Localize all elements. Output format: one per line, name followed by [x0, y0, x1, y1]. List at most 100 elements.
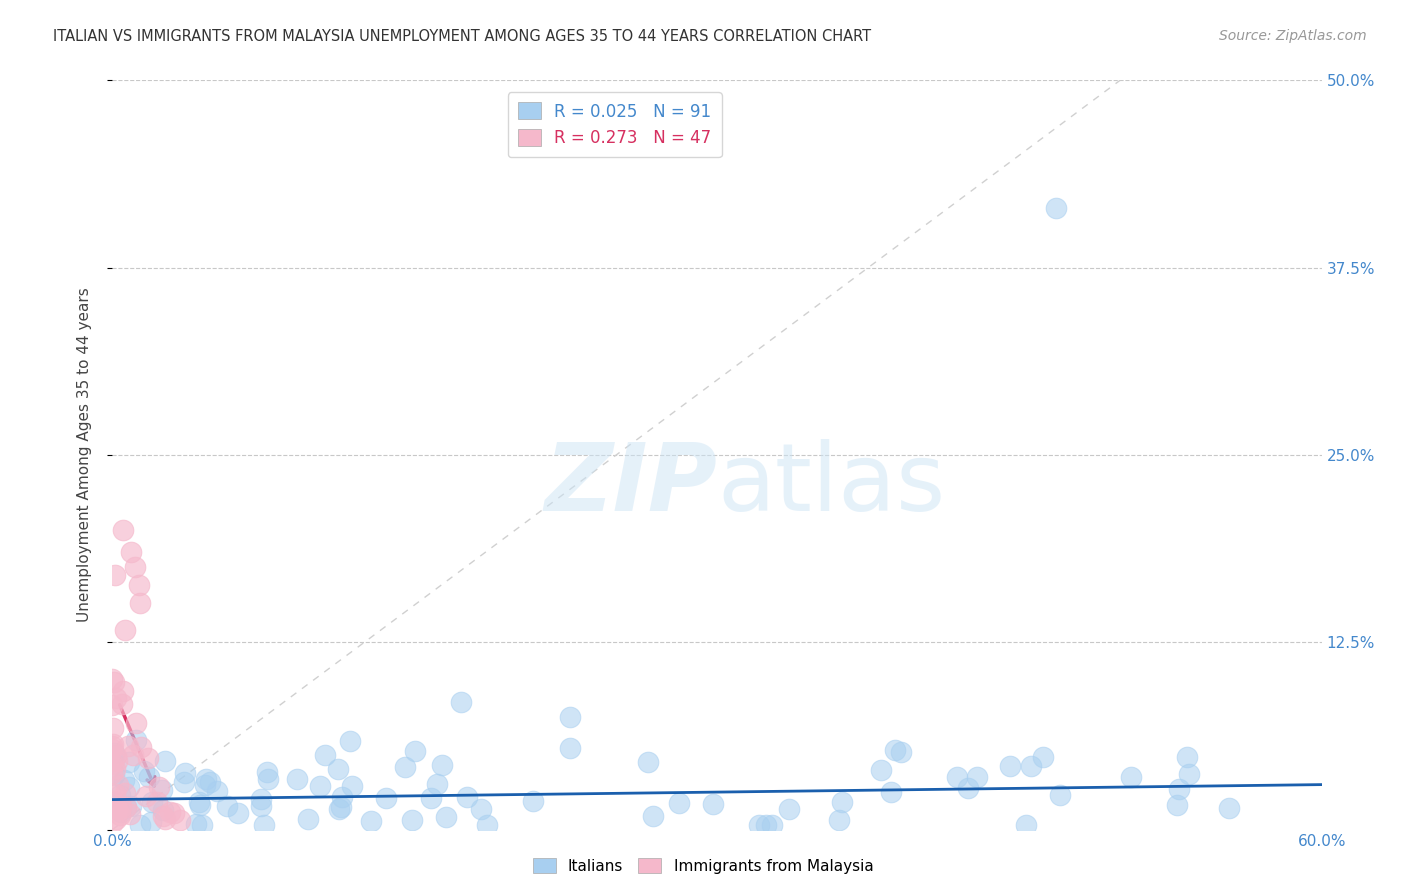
Point — [101, 814, 124, 829]
Legend: Italians, Immigrants from Malaysia: Italians, Immigrants from Malaysia — [527, 852, 879, 880]
Text: Source: ZipAtlas.com: Source: ZipAtlas.com — [1219, 29, 1367, 43]
Point — [138, 770, 160, 784]
Point — [1167, 782, 1189, 797]
Point — [450, 695, 472, 709]
Point — [405, 744, 427, 758]
Point — [103, 795, 125, 809]
Point — [1045, 201, 1067, 215]
Point — [111, 697, 134, 711]
Point — [121, 747, 143, 762]
Point — [114, 624, 136, 638]
Point — [120, 545, 142, 559]
Point — [105, 749, 128, 764]
Point — [141, 814, 163, 829]
Point — [148, 780, 170, 795]
Point — [430, 758, 453, 772]
Point — [890, 746, 912, 760]
Point — [1021, 759, 1043, 773]
Point — [146, 795, 169, 809]
Point — [880, 785, 903, 799]
Text: ITALIAN VS IMMIGRANTS FROM MALAYSIA UNEMPLOYMENT AMONG AGES 35 TO 44 YEARS CORRE: ITALIAN VS IMMIGRANTS FROM MALAYSIA UNEM… — [53, 29, 872, 44]
Point — [1119, 770, 1142, 784]
Point — [108, 789, 131, 803]
Point — [152, 809, 174, 823]
Point — [761, 818, 783, 832]
Point — [150, 783, 173, 797]
Legend: R = 0.025   N = 91, R = 0.273   N = 47: R = 0.025 N = 91, R = 0.273 N = 47 — [508, 93, 721, 157]
Point — [560, 710, 582, 724]
Point — [434, 810, 457, 824]
Point — [326, 762, 349, 776]
Point — [256, 772, 278, 786]
Point — [131, 740, 153, 755]
Point — [339, 733, 361, 747]
Point — [250, 799, 273, 814]
Point — [105, 802, 128, 816]
Point — [112, 772, 135, 787]
Text: ZIP: ZIP — [544, 439, 717, 531]
Point — [118, 807, 141, 822]
Point — [101, 698, 124, 712]
Point — [522, 794, 544, 808]
Point — [1014, 817, 1036, 831]
Point — [107, 778, 129, 792]
Point — [169, 813, 191, 827]
Point — [101, 742, 124, 756]
Point — [1049, 788, 1071, 802]
Point — [314, 748, 336, 763]
Point — [101, 672, 124, 686]
Point — [228, 806, 250, 821]
Point — [375, 790, 398, 805]
Point — [129, 818, 152, 832]
Point — [1032, 750, 1054, 764]
Point — [120, 798, 142, 813]
Point — [470, 802, 492, 816]
Point — [253, 818, 276, 832]
Point — [104, 691, 127, 706]
Point — [173, 775, 195, 789]
Point — [419, 791, 441, 805]
Y-axis label: Unemployment Among Ages 35 to 44 years: Unemployment Among Ages 35 to 44 years — [77, 287, 91, 623]
Point — [104, 568, 127, 582]
Point — [198, 774, 221, 789]
Point — [118, 755, 141, 769]
Point — [186, 817, 208, 831]
Point — [754, 818, 776, 832]
Point — [152, 803, 174, 817]
Point — [104, 801, 127, 815]
Point — [101, 739, 124, 753]
Point — [153, 813, 176, 827]
Point — [159, 805, 181, 819]
Point — [101, 757, 124, 772]
Point — [637, 755, 659, 769]
Point — [394, 760, 416, 774]
Point — [101, 737, 124, 751]
Point — [946, 770, 969, 784]
Point — [560, 741, 582, 756]
Text: atlas: atlas — [717, 439, 945, 531]
Point — [104, 787, 127, 801]
Point — [153, 754, 176, 768]
Point — [870, 763, 893, 777]
Point — [141, 796, 163, 810]
Point — [328, 802, 350, 816]
Point — [329, 800, 352, 814]
Point — [1175, 750, 1198, 764]
Point — [215, 799, 238, 814]
Point — [668, 796, 690, 810]
Point — [125, 715, 148, 730]
Point — [117, 739, 139, 753]
Point — [998, 758, 1021, 772]
Point — [401, 814, 423, 828]
Point — [174, 766, 197, 780]
Point — [456, 790, 478, 805]
Point — [957, 781, 980, 796]
Point — [188, 797, 211, 812]
Point — [108, 807, 131, 822]
Point — [191, 818, 214, 832]
Point — [477, 818, 499, 832]
Point — [105, 754, 128, 768]
Point — [187, 795, 209, 809]
Point — [138, 750, 160, 764]
Point — [163, 805, 186, 820]
